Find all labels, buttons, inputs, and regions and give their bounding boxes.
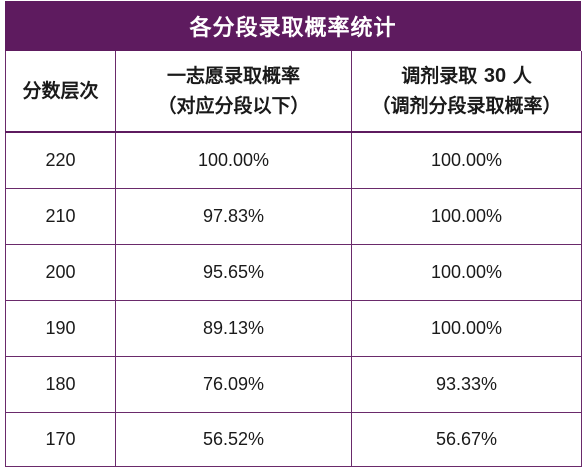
adjusted-cell: 56.67%: [351, 412, 582, 467]
score-cell: 190: [5, 300, 116, 357]
adjusted-cell: 100.00%: [351, 132, 582, 189]
table-row: 200 95.65% 100.00%: [5, 244, 582, 301]
first-choice-cell: 56.52%: [115, 412, 352, 467]
score-cell: 220: [5, 132, 116, 189]
adjusted-cell: 93.33%: [351, 356, 582, 413]
header-score-level: 分数层次: [5, 51, 116, 133]
header-score-level-label: 分数层次: [22, 80, 99, 102]
header-adjusted-line1: 调剂录取 30 人: [352, 61, 581, 91]
table-row: 170 56.52% 56.67%: [5, 412, 582, 467]
header-adjusted-line2: （调剂分段录取概率）: [371, 95, 562, 117]
score-cell: 170: [5, 412, 116, 467]
table-title: 各分段录取概率统计: [5, 1, 581, 51]
adjusted-cell: 100.00%: [351, 244, 582, 301]
header-first-choice-line2: （对应分段以下）: [157, 95, 310, 117]
score-cell: 180: [5, 356, 116, 413]
header-adjusted-count: 30: [483, 65, 507, 87]
header-first-choice-line1: 一志愿录取概率: [166, 65, 300, 87]
first-choice-cell: 97.83%: [115, 188, 352, 245]
adjusted-cell: 100.00%: [351, 188, 582, 245]
first-choice-cell: 95.65%: [115, 244, 352, 301]
score-cell: 200: [5, 244, 116, 301]
header-adjusted-pre: 调剂录取: [401, 65, 484, 87]
adjusted-cell: 100.00%: [351, 300, 582, 357]
table-row: 210 97.83% 100.00%: [5, 188, 582, 245]
data-table: 分数层次 一志愿录取概率 （对应分段以下） 调剂录取 30 人 （调剂分段录取概…: [5, 51, 582, 467]
table-row: 180 76.09% 93.33%: [5, 356, 582, 413]
first-choice-cell: 100.00%: [115, 132, 352, 189]
table-row: 190 89.13% 100.00%: [5, 300, 582, 357]
score-cell: 210: [5, 188, 116, 245]
first-choice-cell: 89.13%: [115, 300, 352, 357]
header-adjusted: 调剂录取 30 人 （调剂分段录取概率）: [351, 51, 582, 133]
header-row: 分数层次 一志愿录取概率 （对应分段以下） 调剂录取 30 人 （调剂分段录取概…: [5, 51, 582, 133]
header-first-choice: 一志愿录取概率 （对应分段以下）: [115, 51, 352, 133]
table-row: 220 100.00% 100.00%: [5, 132, 582, 189]
first-choice-cell: 76.09%: [115, 356, 352, 413]
header-adjusted-post: 人: [506, 65, 532, 87]
